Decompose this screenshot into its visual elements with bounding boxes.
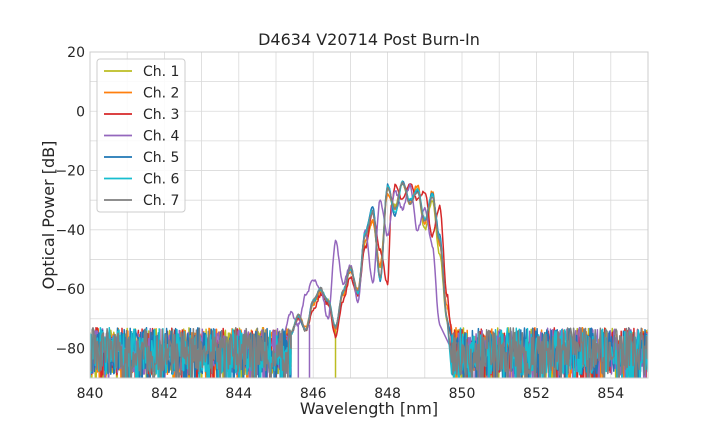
- legend: Ch. 1 Ch. 2 Ch. 3 Ch. 4 Ch. 5 Ch. 6 Ch. 7: [96, 58, 186, 213]
- legend-box: [96, 58, 186, 213]
- legend-label-ch-4: Ch. 4: [143, 129, 180, 145]
- y-tick-label: −20: [55, 164, 85, 180]
- y-tick-label: −80: [55, 341, 85, 357]
- series-layer: [90, 180, 648, 378]
- tick-labels: 840 842 844 846 848 850 852 854 20 0 −20 −40 −60 −80: [55, 45, 624, 402]
- y-tick-label: 0: [76, 104, 85, 120]
- chart-title: D4634 V20714 Post Burn-In: [258, 30, 480, 49]
- series-line-ch-7: [90, 181, 648, 378]
- legend-label-ch-7: Ch. 7: [143, 193, 179, 209]
- legend-label-ch-5: Ch. 5: [143, 150, 179, 166]
- x-tick-label: 854: [597, 386, 624, 402]
- y-axis-label: Optical Power [dB]: [39, 141, 58, 290]
- x-tick-label: 844: [225, 386, 252, 402]
- legend-label-ch-3: Ch. 3: [143, 107, 179, 123]
- legend-label-ch-1: Ch. 1: [143, 64, 179, 80]
- x-tick-label: 848: [374, 386, 401, 402]
- x-tick-label: 846: [300, 386, 327, 402]
- y-tick-label: 20: [67, 45, 85, 61]
- x-tick-label: 840: [77, 386, 104, 402]
- legend-label-ch-6: Ch. 6: [143, 172, 180, 188]
- y-tick-label: −40: [55, 223, 85, 239]
- x-tick-label: 850: [449, 386, 476, 402]
- x-tick-label: 842: [151, 386, 178, 402]
- x-axis-label: Wavelength [nm]: [300, 399, 438, 418]
- plot-frame: [89, 51, 649, 379]
- x-tick-label: 852: [523, 386, 550, 402]
- legend-label-ch-2: Ch. 2: [143, 86, 179, 102]
- y-tick-label: −60: [55, 282, 85, 298]
